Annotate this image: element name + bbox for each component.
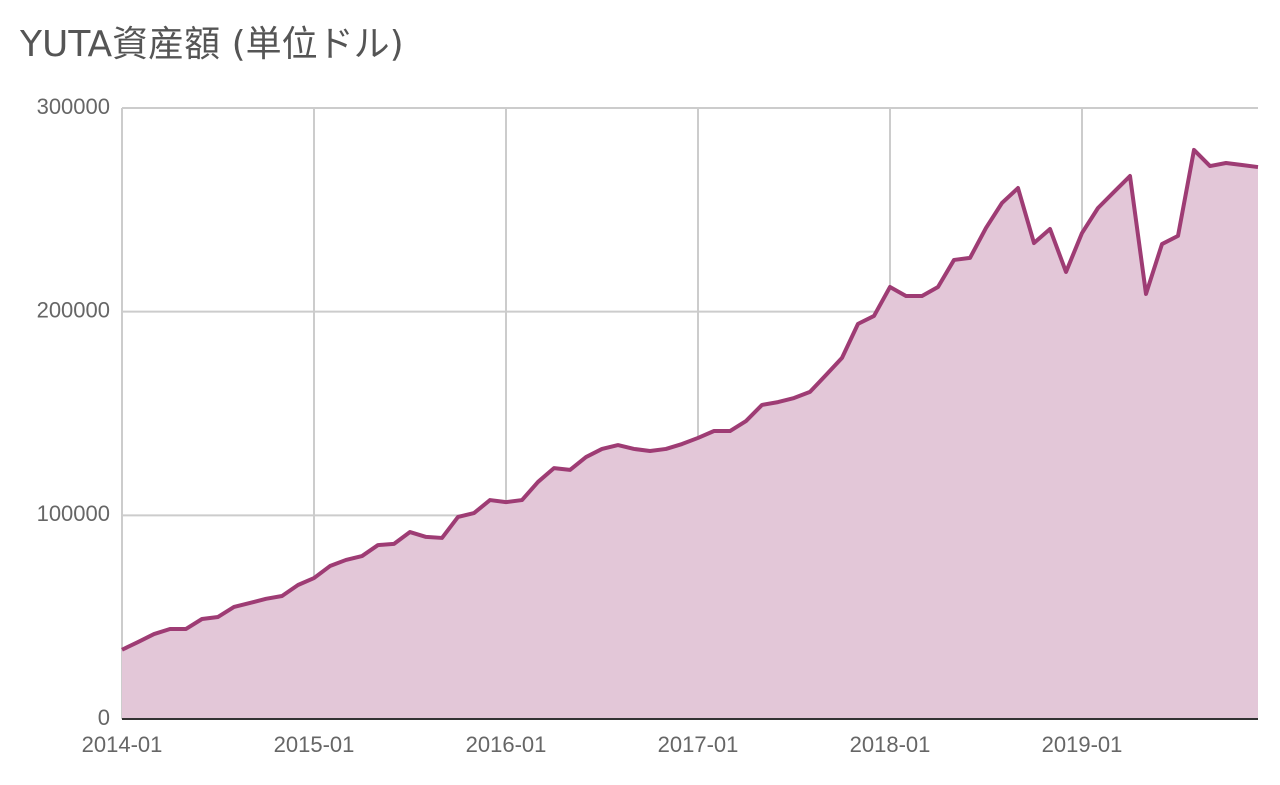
x-tick-label: 2019-01 — [1042, 732, 1123, 757]
x-tick-label: 2016-01 — [466, 732, 547, 757]
y-tick-label: 100000 — [37, 501, 110, 526]
x-tick-label: 2015-01 — [274, 732, 355, 757]
y-tick-label: 300000 — [37, 94, 110, 119]
y-tick-label: 200000 — [37, 297, 110, 322]
x-tick-label: 2014-01 — [82, 732, 163, 757]
y-tick-label: 0 — [98, 705, 110, 730]
chart-title: YUTA資産額 (単位ドル) — [19, 24, 404, 65]
x-tick-label: 2017-01 — [658, 732, 739, 757]
area-fill — [122, 149, 1258, 720]
area-line — [121, 147, 1259, 652]
x-tick-label: 2018-01 — [850, 732, 931, 757]
